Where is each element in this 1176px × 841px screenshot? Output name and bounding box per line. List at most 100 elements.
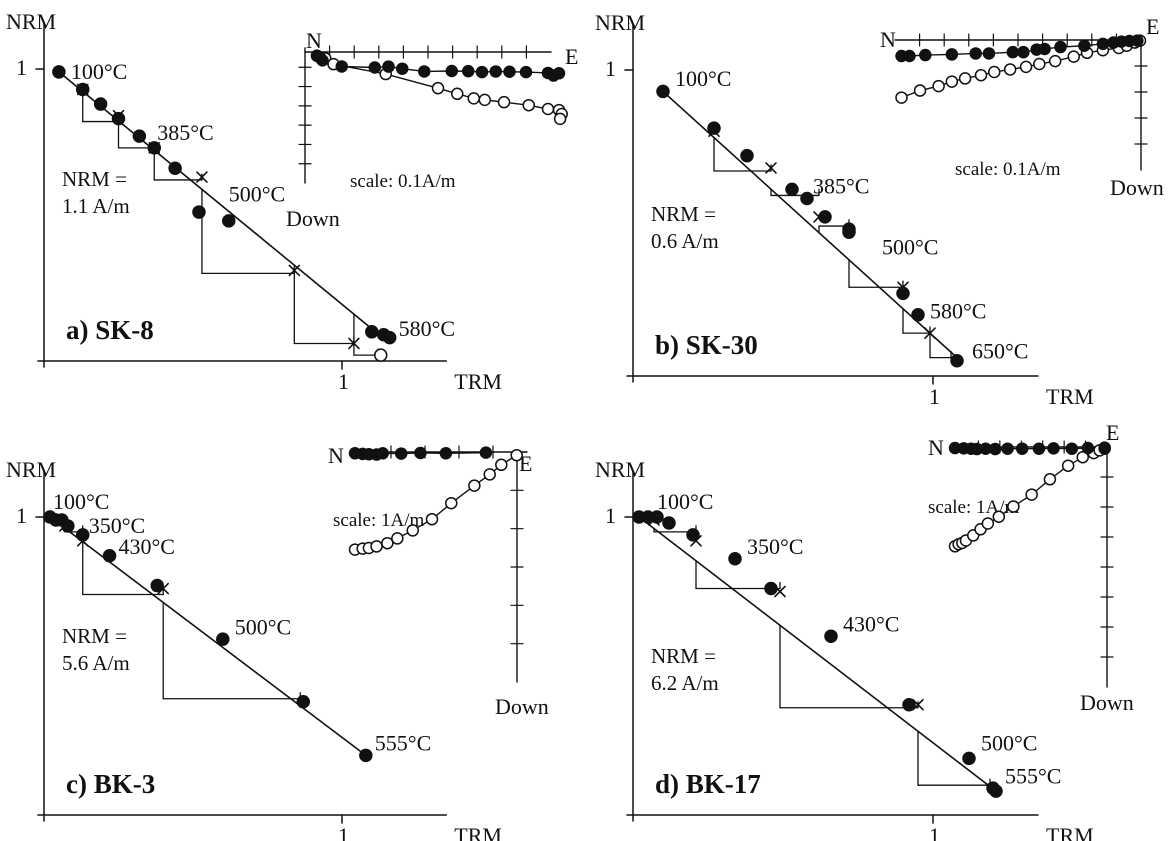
nrm-trm-open-point bbox=[373, 348, 388, 362]
temperature-label: 580°C bbox=[399, 316, 455, 341]
y-axis-label: NRM bbox=[595, 457, 645, 482]
nrm-trm-point bbox=[296, 695, 311, 709]
ptrm-check-cross bbox=[765, 162, 777, 174]
nrm-trm-point bbox=[192, 205, 206, 219]
inset-vertical-point bbox=[1025, 488, 1038, 501]
inset-vertical-point bbox=[468, 479, 481, 492]
temperature-label: 430°C bbox=[843, 611, 899, 636]
nrm-trm-point bbox=[656, 84, 670, 99]
temperature-label: 100°C bbox=[675, 66, 731, 91]
x-tick-label: 1 bbox=[338, 823, 349, 841]
inset-scale-label: scale: 0.1A/m bbox=[955, 159, 1061, 180]
inset-vertical-point bbox=[1061, 459, 1075, 472]
nrm-trm-point bbox=[216, 632, 230, 646]
inset-horizontal-point bbox=[439, 447, 453, 460]
inset-horizontal-point bbox=[445, 64, 458, 78]
nrm-trm-point bbox=[824, 629, 838, 643]
nrm-trm-point bbox=[911, 308, 925, 322]
inset-vertical-point bbox=[932, 79, 945, 93]
inset-scale-label: scale: 1A/m bbox=[928, 497, 1020, 518]
inset-horizontal-point bbox=[368, 61, 381, 74]
inset-scale-label: scale: 0.1A/m bbox=[350, 171, 456, 192]
temperature-label: 500°C bbox=[882, 234, 938, 259]
nrm-trm-point bbox=[785, 182, 799, 197]
inset-horizontal-point bbox=[479, 446, 493, 459]
inset-vertical-point bbox=[541, 102, 555, 116]
y-tick-label: 1 bbox=[605, 503, 616, 528]
inset-down-label: Down bbox=[1110, 175, 1164, 200]
inset-horizontal-point bbox=[969, 47, 982, 60]
inset-horizontal-point bbox=[982, 47, 996, 60]
inset-e-label: E bbox=[1146, 14, 1159, 39]
panel-4: 1 1 NRM TRM 100°C 350°C 430°C 500°C 555°C NRM = 6.… bbox=[595, 420, 1134, 841]
inset-scale-label: scale: 1A/m bbox=[333, 510, 425, 531]
inset-vertical-point bbox=[988, 65, 1001, 79]
nrm-intensity-note: 1.1 A/m bbox=[62, 194, 130, 218]
x-tick-label: 1 bbox=[929, 823, 940, 841]
inset-vertical-point bbox=[913, 84, 927, 97]
inset-horizontal-point bbox=[1081, 441, 1095, 455]
best-fit-line bbox=[638, 516, 997, 792]
y-tick-label: 1 bbox=[16, 55, 27, 80]
nrm-trm-point bbox=[147, 141, 162, 155]
nrm-trm-point bbox=[764, 581, 778, 596]
nrm-trm-point bbox=[222, 214, 236, 228]
inset-horizontal-point bbox=[1096, 37, 1110, 51]
panel-label: c) BK-3 bbox=[66, 769, 155, 799]
inset-down-label: Down bbox=[286, 206, 340, 231]
inset-horizontal-point bbox=[475, 65, 489, 79]
nrm-trm-point bbox=[989, 784, 1003, 798]
nrm-trm-point bbox=[102, 548, 117, 563]
inset-horizontal-point bbox=[1078, 39, 1091, 53]
x-axis-label: TRM bbox=[1046, 823, 1094, 841]
nrm-intensity-note: NRM = bbox=[651, 202, 716, 226]
inset-vertical-point bbox=[522, 98, 535, 112]
nrm-intensity-note: NRM = bbox=[62, 624, 127, 648]
nrm-intensity-note: 5.6 A/m bbox=[62, 651, 130, 675]
nrm-intensity-note: 0.6 A/m bbox=[651, 229, 719, 253]
y-axis-label: NRM bbox=[595, 10, 645, 35]
inset-horizontal-point bbox=[1098, 441, 1111, 454]
inset-vertical-point bbox=[1076, 450, 1089, 464]
y-axis-label: NRM bbox=[6, 457, 56, 482]
nrm-intensity-note: NRM = bbox=[651, 644, 716, 668]
temperature-label: 430°C bbox=[119, 534, 175, 559]
nrm-trm-point bbox=[168, 161, 182, 176]
nrm-intensity-note: 6.2 A/m bbox=[651, 671, 719, 695]
inset-vertical-point bbox=[391, 532, 404, 545]
nrm-trm-point bbox=[650, 510, 664, 524]
nrm-trm-point bbox=[111, 111, 126, 126]
temperature-label: 500°C bbox=[981, 730, 1037, 755]
inset-vertical-point bbox=[1067, 50, 1080, 63]
best-fit-line bbox=[662, 90, 958, 359]
temperature-label: 350°C bbox=[747, 534, 803, 559]
x-axis-label: TRM bbox=[454, 823, 502, 841]
inset-vertical-point bbox=[1048, 54, 1062, 68]
inset-vertical-point bbox=[945, 75, 959, 88]
inset-horizontal-point bbox=[1015, 442, 1029, 455]
inset-vertical-point bbox=[478, 93, 491, 107]
inset-vertical-point bbox=[451, 87, 464, 101]
inset-horizontal-point bbox=[396, 62, 409, 75]
nrm-trm-point bbox=[93, 97, 108, 111]
x-axis-label: TRM bbox=[1046, 384, 1094, 409]
nrm-trm-point bbox=[365, 325, 379, 339]
inset-vertical-point bbox=[406, 524, 419, 537]
inset-down-label: Down bbox=[495, 694, 549, 719]
inset-horizontal-point bbox=[394, 447, 408, 460]
inset-horizontal-point bbox=[1017, 45, 1030, 59]
inset-vertical-point bbox=[495, 458, 508, 472]
inset-vertical-point bbox=[981, 517, 995, 530]
nrm-trm-point bbox=[800, 191, 814, 206]
nrm-trm-point bbox=[686, 528, 700, 542]
inset-vertical-point bbox=[381, 536, 394, 550]
inset-horizontal-point bbox=[1032, 442, 1046, 455]
inset-horizontal-point bbox=[1038, 42, 1051, 56]
inset-vertical-point bbox=[431, 81, 445, 95]
zijderveld-inset: N E Down scale: 0.1A/m bbox=[286, 28, 578, 231]
ptrm-check-cross bbox=[774, 585, 786, 598]
inset-vertical-point bbox=[370, 540, 383, 553]
